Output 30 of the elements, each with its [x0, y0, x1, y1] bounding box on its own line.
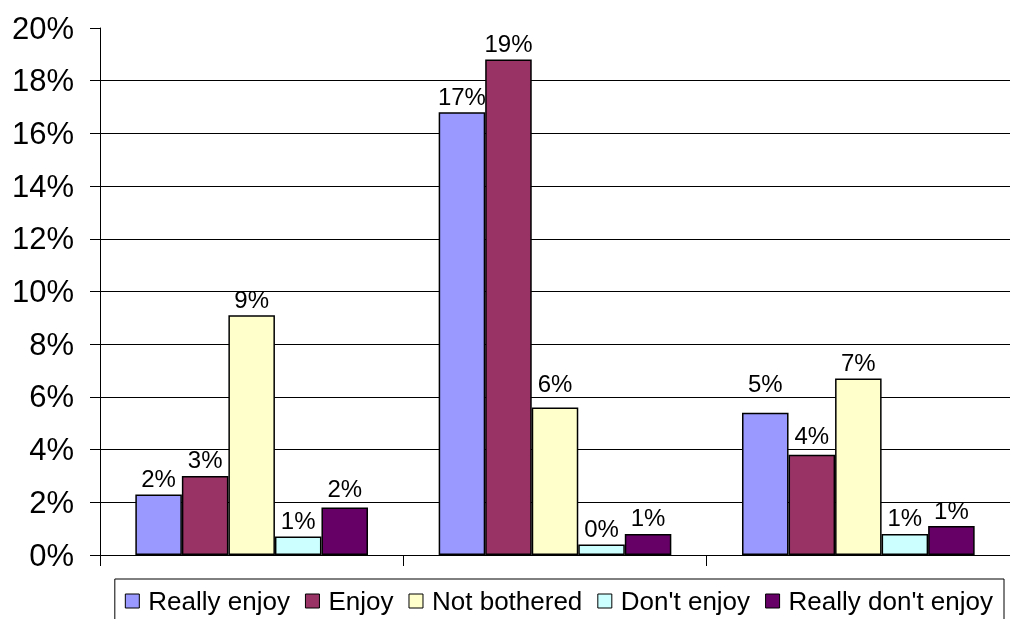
y-tick-label: 20%: [11, 10, 74, 46]
data-label: 6%: [537, 369, 573, 397]
data-label: 2%: [141, 464, 176, 492]
data-label: 1%: [934, 496, 969, 524]
data-label: 1%: [630, 504, 666, 532]
legend-label: Really enjoy: [148, 586, 290, 616]
legend-label: Not bothered: [431, 586, 583, 616]
data-label: 3%: [187, 446, 223, 474]
legend-label: Enjoy: [328, 586, 394, 616]
y-tick-label: 18%: [11, 63, 74, 99]
y-tick-label: 2%: [29, 484, 74, 520]
data-label: 1%: [280, 507, 316, 535]
y-tick-label: 8%: [29, 326, 74, 362]
data-label: 17%: [437, 82, 486, 110]
y-tick-label: 16%: [11, 115, 74, 151]
data-label: 2%: [327, 475, 363, 503]
y-tick-label: 12%: [11, 221, 74, 257]
data-label: 4%: [794, 422, 830, 450]
y-tick-label: 6%: [29, 379, 74, 415]
y-tick-label: 0%: [29, 537, 74, 573]
legend-label: Don't enjoy: [620, 586, 751, 616]
y-tick-label: 14%: [11, 168, 74, 204]
legend-label: Really don't enjoy: [788, 586, 993, 616]
data-label: 7%: [840, 348, 876, 376]
data-label: 0%: [584, 514, 619, 542]
data-label: 19%: [484, 30, 533, 58]
y-tick-label: 4%: [29, 432, 74, 468]
data-label: 5%: [747, 370, 783, 398]
data-label: 1%: [887, 504, 923, 532]
y-tick-label: 10%: [11, 274, 74, 309]
